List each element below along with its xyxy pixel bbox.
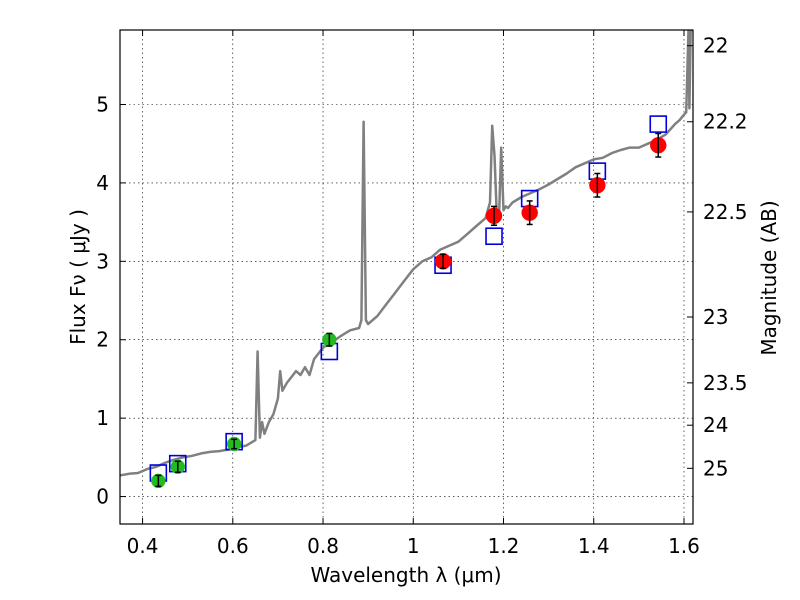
mag-tick-label: 23 — [703, 305, 728, 329]
x-tick-label: 1.6 — [668, 534, 700, 558]
y-tick-label: 4 — [96, 171, 109, 195]
plot-frame — [119, 29, 694, 525]
y-axis-label: Flux Fν ( μJy ) — [66, 209, 90, 345]
x-tick-label: 1.2 — [488, 534, 520, 558]
y-tick-label: 1 — [96, 406, 109, 430]
x-tick-label: 0.4 — [127, 534, 159, 558]
spectrum-line — [120, 30, 693, 477]
axis-ticks: 0.4 0.6 0.8 1 1.2 1.4 1.60123452222.222.52323.… — [96, 30, 748, 558]
x-tick-label: 1 — [407, 534, 420, 558]
x-tick-label: 1.4 — [578, 534, 610, 558]
mag-tick-label: 22.5 — [703, 200, 748, 224]
y-tick-label: 3 — [96, 249, 109, 273]
x-tick-label: 0.6 — [217, 534, 249, 558]
y2-axis-label: Magnitude (AB) — [757, 200, 781, 355]
y-tick-label: 5 — [96, 92, 109, 116]
model-square-marker — [649, 115, 668, 133]
model-spectrum — [120, 30, 693, 477]
photometry-points — [149, 115, 668, 489]
mag-tick-label: 25 — [703, 456, 728, 480]
mag-tick-label: 23.5 — [703, 371, 748, 395]
x-tick-label: 0.8 — [307, 534, 339, 558]
mag-tick-label: 22.2 — [703, 110, 748, 134]
y-tick-label: 2 — [96, 328, 109, 352]
y-tick-label: 0 — [96, 485, 109, 509]
mag-tick-label: 22 — [703, 34, 728, 58]
model-square-marker — [485, 227, 503, 246]
mag-tick-label: 24 — [703, 413, 728, 437]
x-axis-label: Wavelength λ (μm) — [310, 563, 501, 587]
